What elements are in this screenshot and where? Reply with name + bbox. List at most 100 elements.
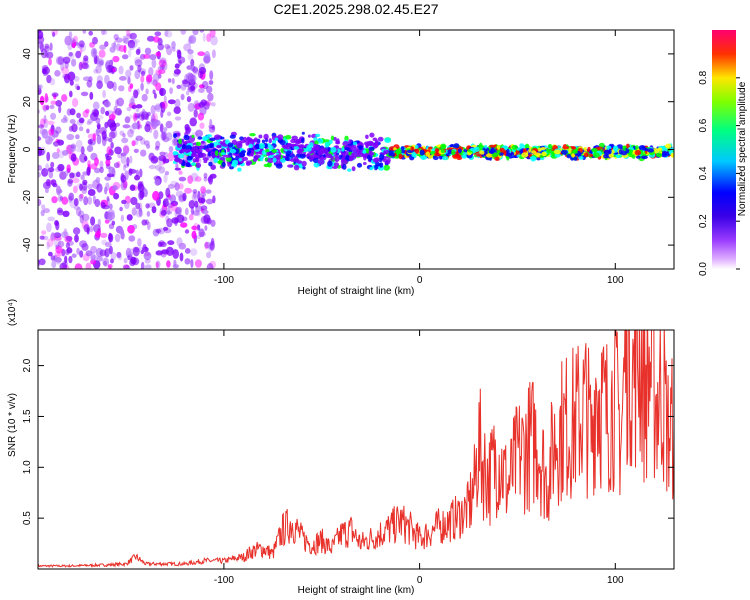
spectrogram-cell xyxy=(246,162,251,166)
spectrogram-cell xyxy=(120,181,128,191)
spectrogram-cell xyxy=(155,82,162,91)
spectrogram-cell xyxy=(163,228,172,234)
spectrogram-cell xyxy=(78,194,84,202)
spectrogram-cell xyxy=(277,138,284,144)
spectrogram-cell xyxy=(176,49,181,54)
spectrogram-cell xyxy=(184,248,191,254)
spectrogram-y-ticks: -40 -20 0 20 40 xyxy=(22,48,674,252)
spectrogram-cell xyxy=(166,246,174,256)
spectrogram-cell xyxy=(167,205,171,216)
spectrogram-cell xyxy=(248,143,253,149)
spectrogram-cell xyxy=(96,122,101,130)
spectrogram-cell xyxy=(70,143,76,149)
spectrogram-cell xyxy=(117,152,123,159)
spectrogram-cell xyxy=(47,167,55,173)
spectrogram-cell xyxy=(592,152,600,158)
spectrogram-cell xyxy=(207,150,211,157)
colorbar-tick-label: 0.8 xyxy=(698,70,709,84)
spectrogram-cell xyxy=(178,150,185,154)
spectrogram-cell xyxy=(206,251,212,259)
spectrogram-cell xyxy=(301,137,305,144)
spectrogram-cell xyxy=(185,90,190,96)
spectrogram-cell xyxy=(540,147,547,150)
spectrogram-cell xyxy=(313,143,319,150)
spectrogram-cell xyxy=(175,163,179,169)
spectrogram-cell xyxy=(96,128,100,134)
spectrogram-cell xyxy=(484,145,488,149)
spectrogram-cell xyxy=(206,85,213,94)
spectrogram-cell xyxy=(138,207,143,217)
spectrogram-cell xyxy=(64,61,69,69)
spectrogram-cell xyxy=(328,139,333,144)
spectrogram-cell xyxy=(110,251,117,261)
spectrogram-cell xyxy=(47,120,55,126)
spectrogram-cell xyxy=(236,143,243,149)
spectrogram-cell xyxy=(203,160,208,164)
spectrogram-cell xyxy=(76,112,81,119)
spectrogram-cell xyxy=(591,148,598,153)
spectrogram-cell xyxy=(105,155,112,161)
spectrogram-cell xyxy=(179,252,184,262)
spectrogram-cell xyxy=(55,257,62,263)
spectrogram-cell xyxy=(527,149,532,153)
spectrogram-cell xyxy=(146,211,151,217)
spectrogram-cell xyxy=(314,140,319,145)
spectrogram-cell xyxy=(625,143,630,149)
spectrogram-cell xyxy=(197,190,201,201)
spectrogram-cell xyxy=(134,56,142,64)
spectrogram-cell xyxy=(148,164,157,170)
spectrogram-cell xyxy=(137,183,145,193)
spectrogram-cell xyxy=(90,245,97,254)
spectrogram-cell xyxy=(38,84,41,91)
spectrogram-cell xyxy=(159,57,167,64)
spectrogram-cell xyxy=(61,66,69,75)
spectrogram-cell xyxy=(83,196,89,206)
spectrogram-cell xyxy=(369,166,374,171)
spectrogram-cell xyxy=(166,45,173,56)
spectrogram-cell xyxy=(142,108,146,115)
spectrogram-cell xyxy=(178,183,184,190)
spectrogram-cell xyxy=(52,183,58,188)
spectrogram-cell xyxy=(128,42,136,51)
spectrogram-cell xyxy=(208,161,213,167)
spectrogram-cell xyxy=(209,173,217,179)
spectrogram-cell xyxy=(164,30,169,37)
spectrogram-cell xyxy=(160,131,166,141)
spectrogram-cell xyxy=(220,156,226,161)
spectrogram-cell xyxy=(318,156,324,160)
spectrogram-cell xyxy=(213,157,219,164)
spectrogram-cell xyxy=(137,238,142,247)
spectrogram-cell xyxy=(69,37,76,44)
spectrogram-cell xyxy=(78,210,85,218)
spectrogram-cell xyxy=(207,176,211,183)
spectrogram-cell xyxy=(191,230,197,239)
spectrogram-cell xyxy=(205,189,212,194)
spectrogram-cell xyxy=(53,232,62,239)
spectrogram-cell xyxy=(57,163,65,172)
spectrogram-cell xyxy=(99,249,107,257)
spectrogram-cell xyxy=(229,134,236,139)
spectrogram-cell xyxy=(313,137,318,141)
spectrogram-cell xyxy=(63,115,67,121)
spectrogram-cell xyxy=(86,227,90,235)
spectrogram-cell xyxy=(165,120,173,129)
spectrogram-cell xyxy=(159,87,166,97)
spectrogram-cell xyxy=(46,222,52,233)
spectrogram-cell xyxy=(277,134,284,140)
spectrogram-cell xyxy=(483,150,488,156)
spectrogram-cell xyxy=(195,141,201,146)
spectrogram-cell xyxy=(46,238,54,248)
spectrogram-cell xyxy=(148,152,155,161)
spectrogram-cell xyxy=(38,171,41,178)
spectrogram-cell xyxy=(86,166,91,176)
spectrogram-cell xyxy=(128,85,132,93)
spectrogram-cell xyxy=(411,151,417,158)
snr-x-ticks: -100 0 100 xyxy=(214,330,624,586)
spectrogram-cell xyxy=(643,147,649,152)
spectrogram-cell xyxy=(190,248,198,256)
spectrogram-cell xyxy=(109,122,117,132)
spectrogram-cell xyxy=(114,146,122,155)
spectrogram-cell xyxy=(150,104,156,115)
spectrogram-cell xyxy=(105,241,112,248)
spectrogram-cell xyxy=(68,52,73,57)
